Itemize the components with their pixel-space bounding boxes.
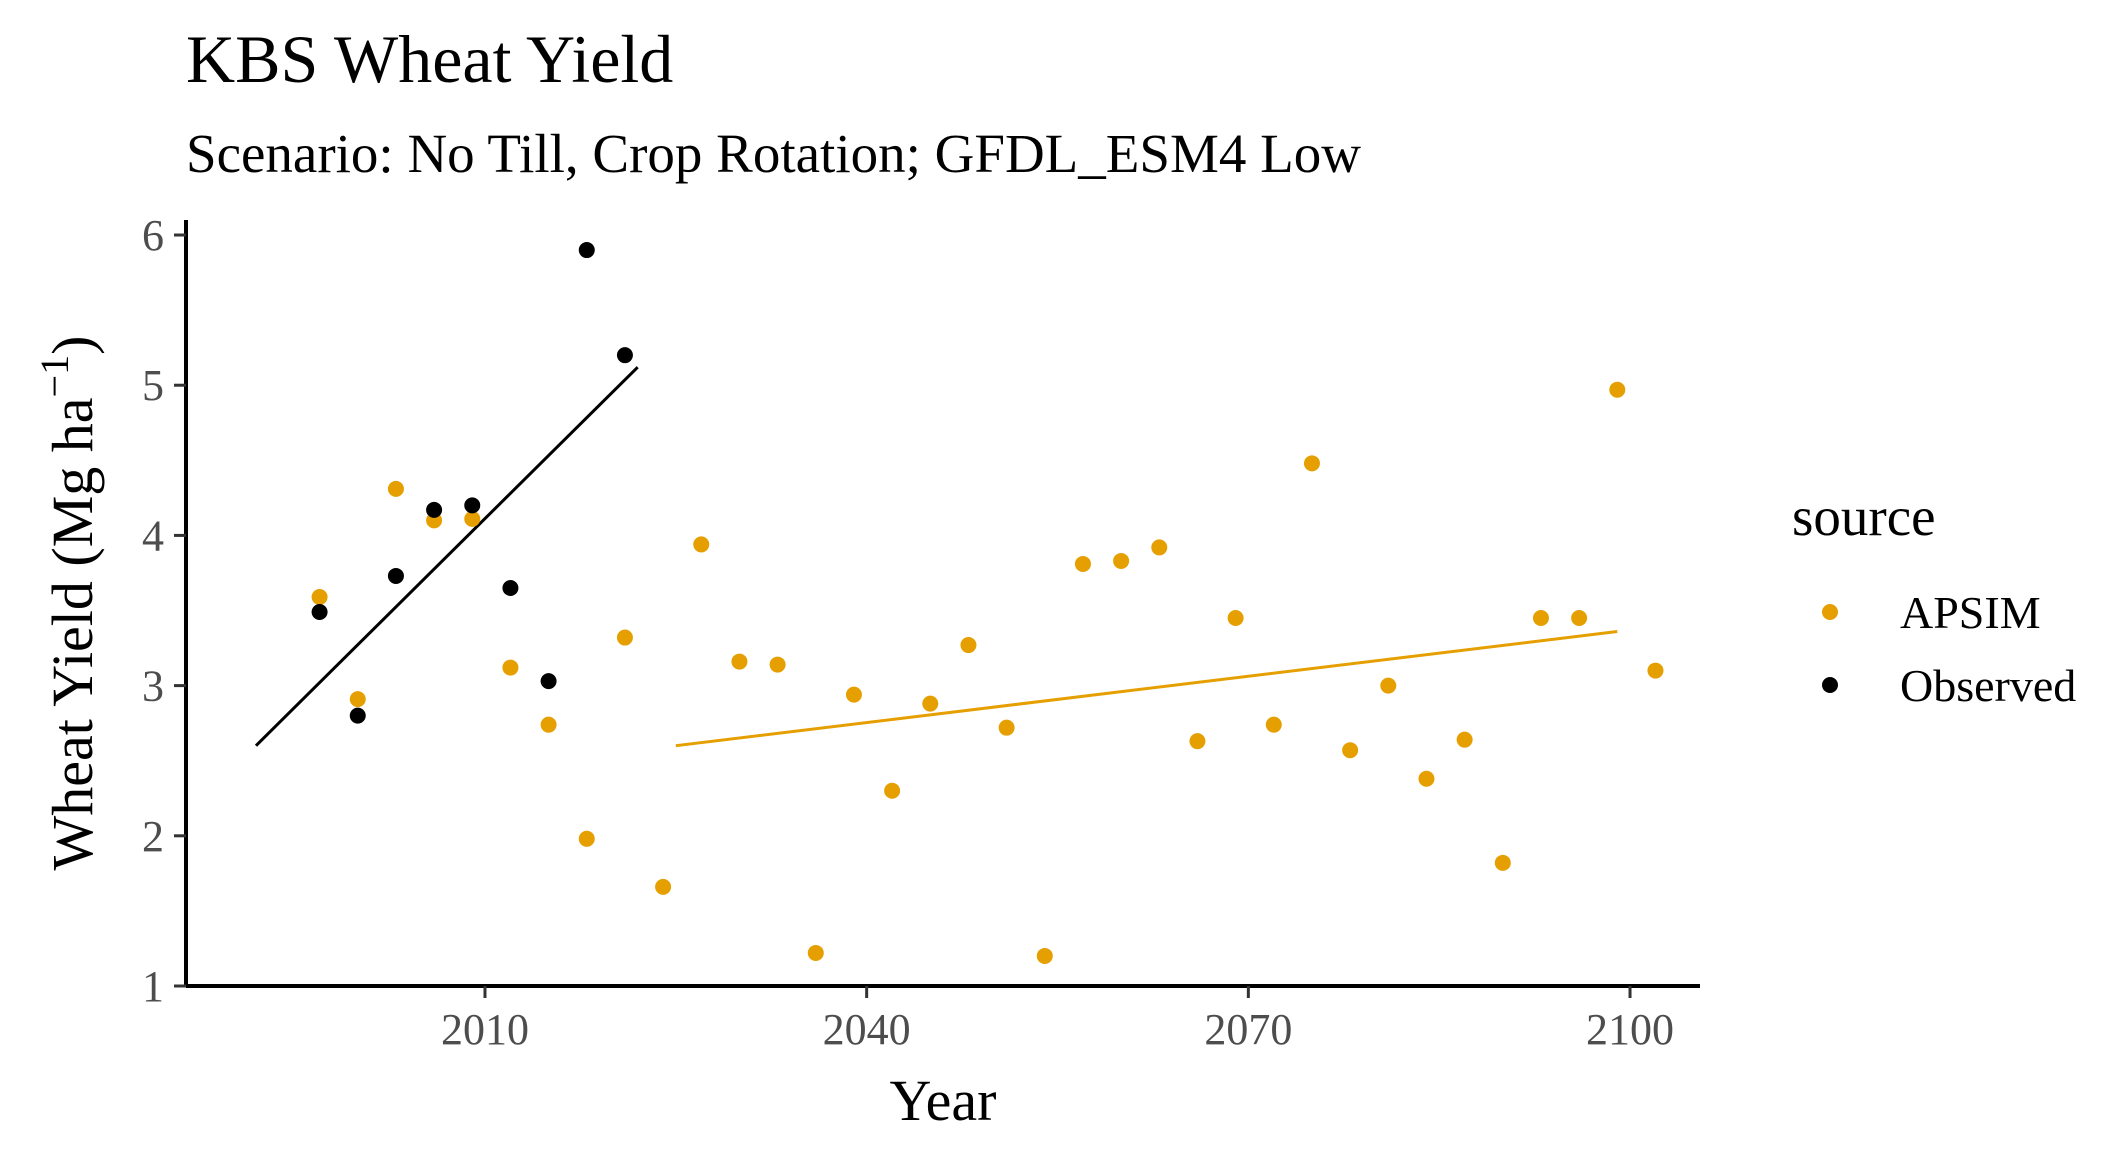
apsim-point	[349, 691, 366, 708]
observed-trend-line	[254, 366, 639, 747]
apsim-point	[578, 830, 595, 847]
apsim-point	[1265, 716, 1282, 733]
legend-label-apsim: APSIM	[1900, 587, 2041, 638]
apsim-point	[1151, 539, 1168, 556]
y-axis-label-suffix: )	[40, 336, 105, 355]
y-tick-label: 2	[142, 812, 164, 861]
apsim-point	[807, 944, 824, 961]
apsim-point	[1571, 610, 1588, 627]
apsim-point	[1647, 662, 1664, 679]
apsim-point	[616, 629, 633, 646]
x-tick-label: 2010	[441, 1005, 529, 1054]
apsim-point	[502, 659, 519, 676]
observed-point	[311, 604, 328, 621]
apsim-point	[1532, 610, 1549, 627]
observed-point	[502, 579, 519, 596]
apsim-point	[1036, 947, 1053, 964]
apsim-point	[387, 480, 404, 497]
x-axis-label: Year	[890, 1068, 997, 1133]
apsim-point	[655, 878, 672, 895]
observed-point	[464, 497, 481, 514]
apsim-point	[1342, 742, 1359, 759]
apsim-point	[884, 782, 901, 799]
y-tick-label: 3	[142, 662, 164, 711]
legend: source APSIM Observed	[1792, 486, 2076, 711]
apsim-point	[1074, 555, 1091, 572]
chart-subtitle: Scenario: No Till, Crop Rotation; GFDL_E…	[186, 123, 1361, 184]
apsim-point	[960, 637, 977, 654]
apsim-point	[464, 510, 481, 527]
observed-point	[540, 673, 557, 690]
observed-point	[426, 501, 443, 518]
apsim-point	[1189, 733, 1206, 750]
legend-label-observed: Observed	[1900, 660, 2076, 711]
observed-point	[616, 347, 633, 364]
apsim-point	[998, 719, 1015, 736]
apsim-point	[1303, 455, 1320, 472]
x-tick-label: 2070	[1204, 1005, 1292, 1054]
x-axis-ticks: 2010 2040 2070 2100	[441, 986, 1674, 1054]
legend-key-observed	[1822, 677, 1838, 693]
apsim-point	[540, 716, 557, 733]
apsim-point	[1494, 854, 1511, 871]
apsim-point	[1456, 731, 1473, 748]
y-tick-label: 1	[142, 962, 164, 1011]
y-axis-label: Wheat Yield (Mg ha−1)	[32, 336, 105, 871]
apsim-point	[1113, 552, 1130, 569]
observed-point	[578, 242, 595, 259]
apsim-point	[845, 686, 862, 703]
apsim-point	[922, 695, 939, 712]
chart-title: KBS Wheat Yield	[186, 21, 673, 97]
apsim-point	[311, 588, 328, 605]
apsim-point	[731, 653, 748, 670]
apsim-trend-line	[675, 630, 1618, 748]
apsim-point	[1418, 770, 1435, 787]
legend-key-apsim	[1822, 604, 1838, 620]
apsim-point	[1227, 610, 1244, 627]
observed-point	[387, 567, 404, 584]
observed-point	[349, 707, 366, 724]
apsim-point	[1380, 677, 1397, 694]
x-tick-label: 2040	[823, 1005, 911, 1054]
apsim-point	[1609, 381, 1626, 398]
apsim-point	[693, 536, 710, 553]
y-tick-label: 4	[142, 511, 164, 560]
y-axis-label-superscript: −1	[32, 355, 77, 398]
y-axis-label-main: Wheat Yield (Mg ha	[40, 397, 105, 870]
y-tick-label: 5	[142, 361, 164, 410]
plot-panel	[254, 242, 1664, 964]
y-axis-ticks: 1 2 3 4 5 6	[142, 211, 186, 1011]
apsim-point	[769, 656, 786, 673]
x-tick-label: 2100	[1586, 1005, 1674, 1054]
y-tick-label: 6	[142, 211, 164, 260]
legend-title: source	[1792, 486, 1936, 547]
